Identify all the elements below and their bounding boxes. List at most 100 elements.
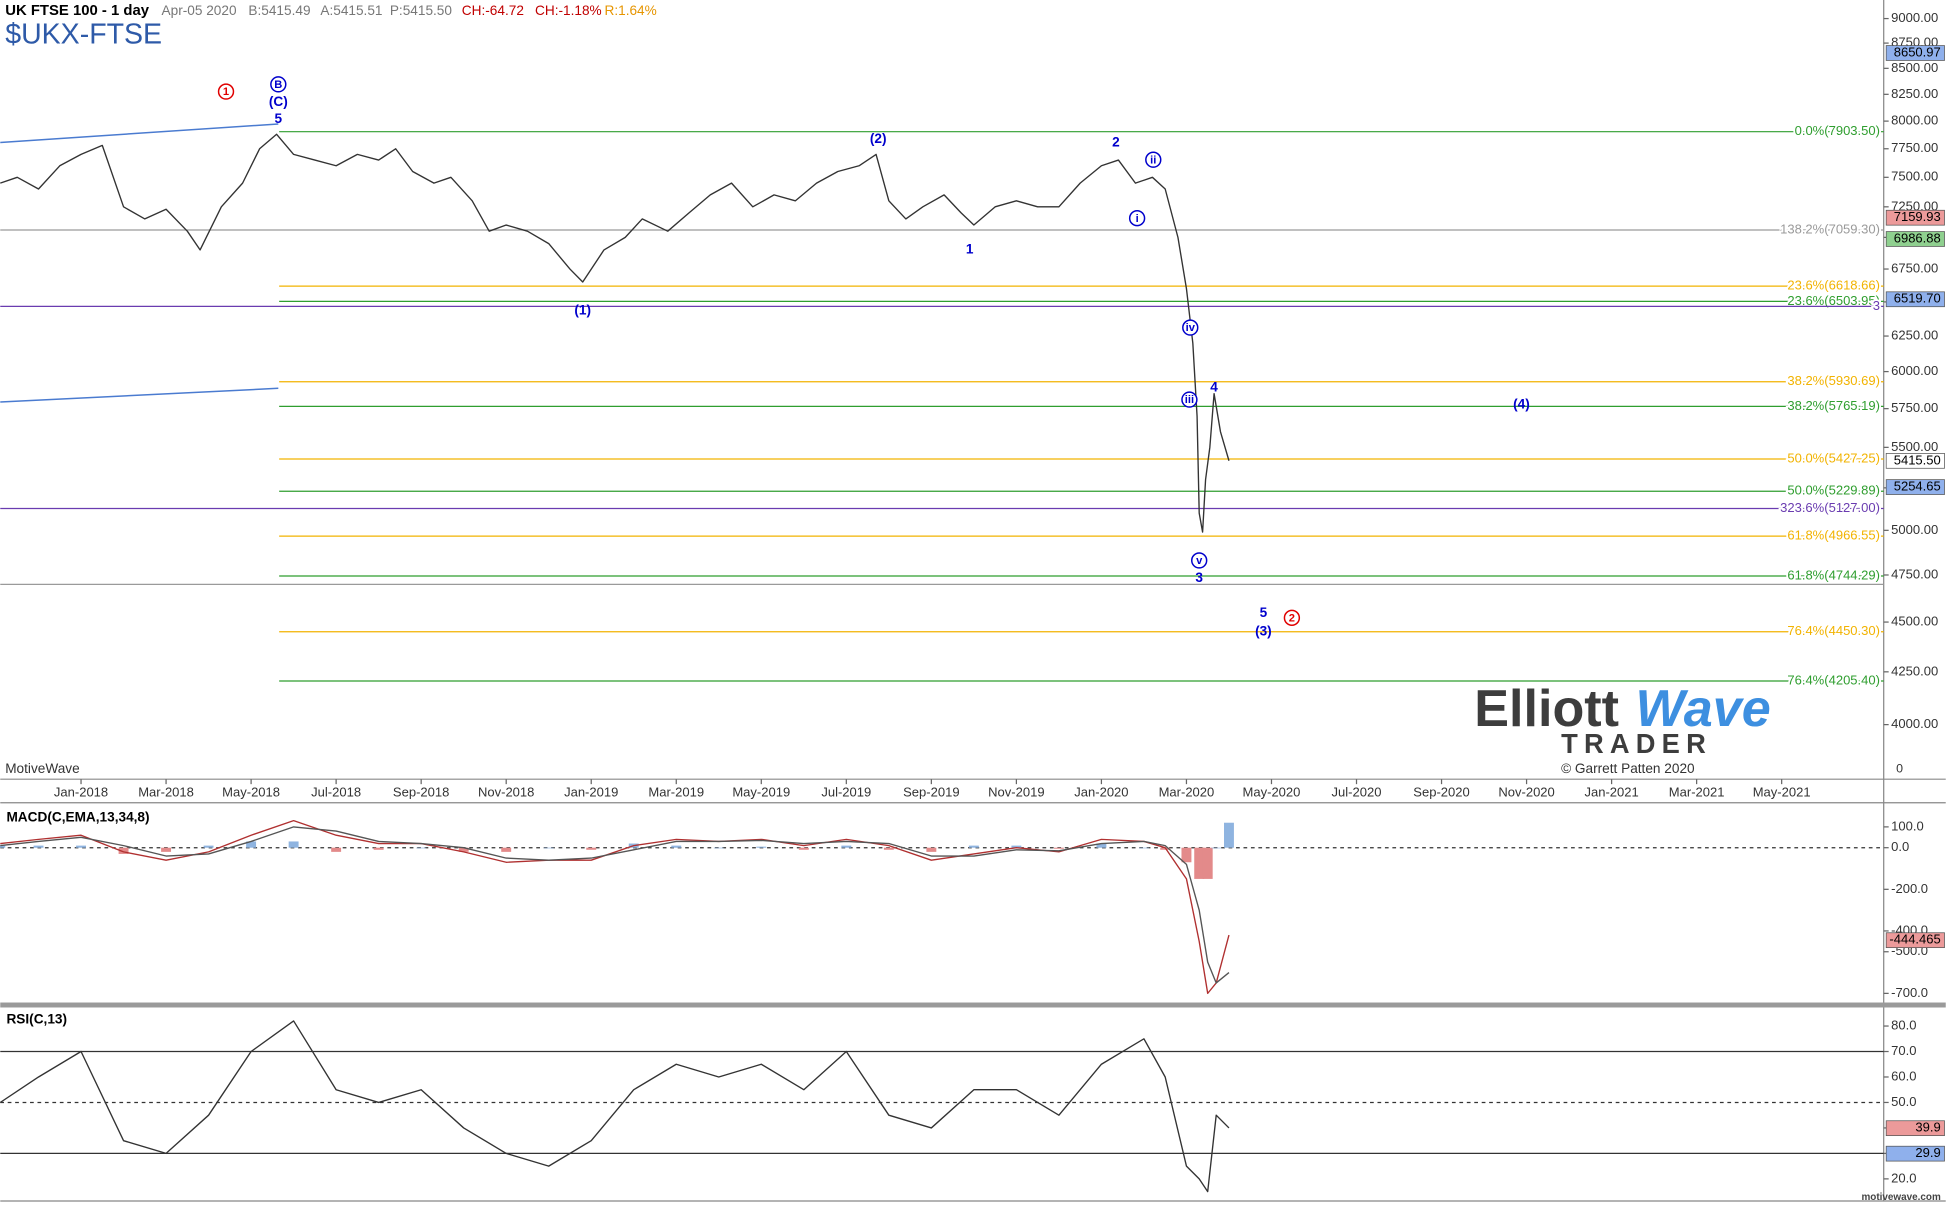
quote-range: R:1.64% [605,3,657,18]
chart-title: $UKX-FTSE [5,19,162,51]
y-tick-label: 7500.00 [1891,169,1938,184]
wave-label: 2 [1289,612,1295,624]
y-tick-label: 7250.00 [1891,198,1938,213]
histogram-bar [373,847,384,850]
price-badge [1885,453,1945,469]
y-tick-label: 60.0 [1891,1068,1916,1083]
platform-label: MotiveWave [5,761,79,776]
histogram-bar [543,847,554,849]
histogram-bar [246,841,257,848]
x-tick-label: Sep-2020 [1413,784,1469,799]
price-badge-label: 39.9 [1915,1120,1940,1135]
price-badge [1885,231,1945,247]
symbol-name: UK FTSE 100 - 1 day [5,3,150,19]
wave-label: B [274,79,282,91]
panel: 4000.004250.004500.004750.005000.005250.… [0,10,1945,799]
wave-circle [217,83,235,100]
level-label: 76.4%(4205.40) [1787,672,1880,687]
quote-change: CH:-64.72 [462,3,524,18]
y-tick-label: 70.0 [1891,1043,1916,1058]
y-tick-label: 9000.00 [1891,10,1938,25]
x-tick-label: Mar-2020 [1159,784,1215,799]
wave-circle [1128,209,1146,227]
histogram-bar [288,841,299,848]
y-tick-label: 0.0 [1891,839,1909,854]
histogram-bar [671,845,682,848]
level-label: 61.8%(4744.29) [1787,567,1880,582]
histogram-bar [416,847,427,849]
price-badge [1885,1145,1945,1162]
x-tick-label: May-2020 [1243,784,1301,799]
y-tick-label: 20.0 [1891,1170,1916,1185]
level-label: 323.6%(5127.00) [1780,500,1880,515]
x-tick-label: May-2018 [222,784,280,799]
level-label: 76.4%(4450.30) [1787,623,1880,638]
histogram-bar [161,847,172,852]
wave-label: iv [1186,322,1196,334]
panel: 100.00.0-200.0-400.0-500.0-700.0-444.465 [0,818,1945,1000]
panel-title: RSI(C,13) [6,1011,67,1026]
panel-separator [0,1002,1946,1008]
histogram-bar [501,847,512,852]
wave-label: v [1196,555,1203,567]
histogram-bar [798,847,809,850]
data-line [0,826,1230,984]
wave-label: (4) [1513,397,1530,412]
price-badge [1885,209,1945,226]
y-tick-label: 100.0 [1891,818,1924,833]
histogram-bar [458,847,469,852]
histogram-bar [1181,847,1192,863]
histogram-bar [1223,822,1234,848]
x-tick-label: Mar-2018 [138,784,194,799]
y-tick-label: 5750.00 [1891,400,1938,415]
histogram-bar [1053,847,1064,849]
x-tick-label: May-2019 [732,784,790,799]
x-tick-label: Jul-2020 [1332,784,1382,799]
wave-label: 4 [1210,379,1218,394]
x-tick-label: Sep-2019 [903,784,959,799]
x-tick-label: Jul-2018 [311,784,361,799]
corner-label: 0 [1896,762,1903,776]
y-tick-label: 8000.00 [1891,113,1938,128]
price-badge [1885,291,1945,308]
price-badge [1885,479,1945,495]
price-badge-label: 6986.88 [1894,230,1941,245]
histogram-bar [756,846,767,848]
price-badge-label: 8650.97 [1894,44,1941,59]
x-tick-label: Jul-2019 [821,784,871,799]
histogram-bar [713,847,724,849]
y-tick-label: 4750.00 [1891,566,1938,581]
x-tick-label: Mar-2021 [1669,784,1725,799]
data-line [0,133,1230,533]
histogram-bar [203,845,214,848]
logo-elliott: Elliott [1474,680,1619,738]
histogram-bar [1096,843,1107,848]
histogram-bar [331,847,342,852]
histogram-bar [1138,847,1149,849]
y-tick-label: 50.0 [1891,1094,1916,1109]
wave-circle [1182,319,1199,336]
logo: Elliott Wave TRADER © Garrett Patten 202… [1474,680,1770,776]
price-badge-label: 5415.50 [1894,452,1941,467]
price-badge-label: 7159.93 [1894,209,1941,224]
wave-circle [1191,552,1208,569]
y-tick-label: 8250.00 [1891,86,1938,101]
y-tick-label: 7750.00 [1891,140,1938,155]
panel-title: MACD(C,EMA,13,34,8) [6,809,149,824]
histogram-bar [1211,847,1222,849]
level-label: 50.0%(5229.89) [1787,483,1880,498]
x-tick-label: Nov-2019 [988,784,1044,799]
histogram-bar [33,845,44,848]
level-label: 23.6%(6503.95) [1787,293,1880,308]
price-badge-label: 5254.65 [1894,479,1941,494]
quote-bid: B:5415.49 [248,3,310,18]
x-tick-label: Nov-2020 [1498,784,1554,799]
y-tick-label: 6000.00 [1891,363,1938,378]
wave-label: (C) [269,94,288,109]
price-badge-label: 29.9 [1915,1145,1940,1160]
wave-circle [1283,609,1301,627]
wave-circle [270,76,287,93]
level-label: 50.0%(5427.25) [1787,450,1880,465]
